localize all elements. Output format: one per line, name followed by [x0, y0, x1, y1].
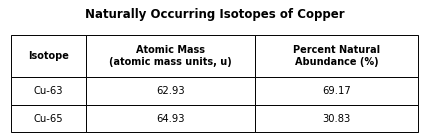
- Bar: [11, 35, 86, 77]
- Bar: [86, 77, 255, 105]
- Bar: [255, 77, 418, 105]
- Text: 69.17: 69.17: [322, 86, 351, 96]
- Text: 62.93: 62.93: [157, 86, 185, 96]
- Text: Percent Natural
Abundance (%): Percent Natural Abundance (%): [293, 45, 381, 67]
- Bar: [255, 35, 418, 77]
- Bar: [255, 105, 418, 132]
- Bar: [11, 105, 86, 132]
- Text: Atomic Mass
(atomic mass units, u): Atomic Mass (atomic mass units, u): [109, 45, 232, 67]
- Text: Cu-65: Cu-65: [33, 114, 63, 124]
- Text: 30.83: 30.83: [323, 114, 351, 124]
- Text: Naturally Occurring Isotopes of Copper: Naturally Occurring Isotopes of Copper: [85, 8, 344, 21]
- Bar: [86, 35, 255, 77]
- Text: 64.93: 64.93: [157, 114, 185, 124]
- Bar: [86, 105, 255, 132]
- Bar: [11, 77, 86, 105]
- Text: Isotope: Isotope: [28, 51, 69, 61]
- Text: Cu-63: Cu-63: [33, 86, 63, 96]
